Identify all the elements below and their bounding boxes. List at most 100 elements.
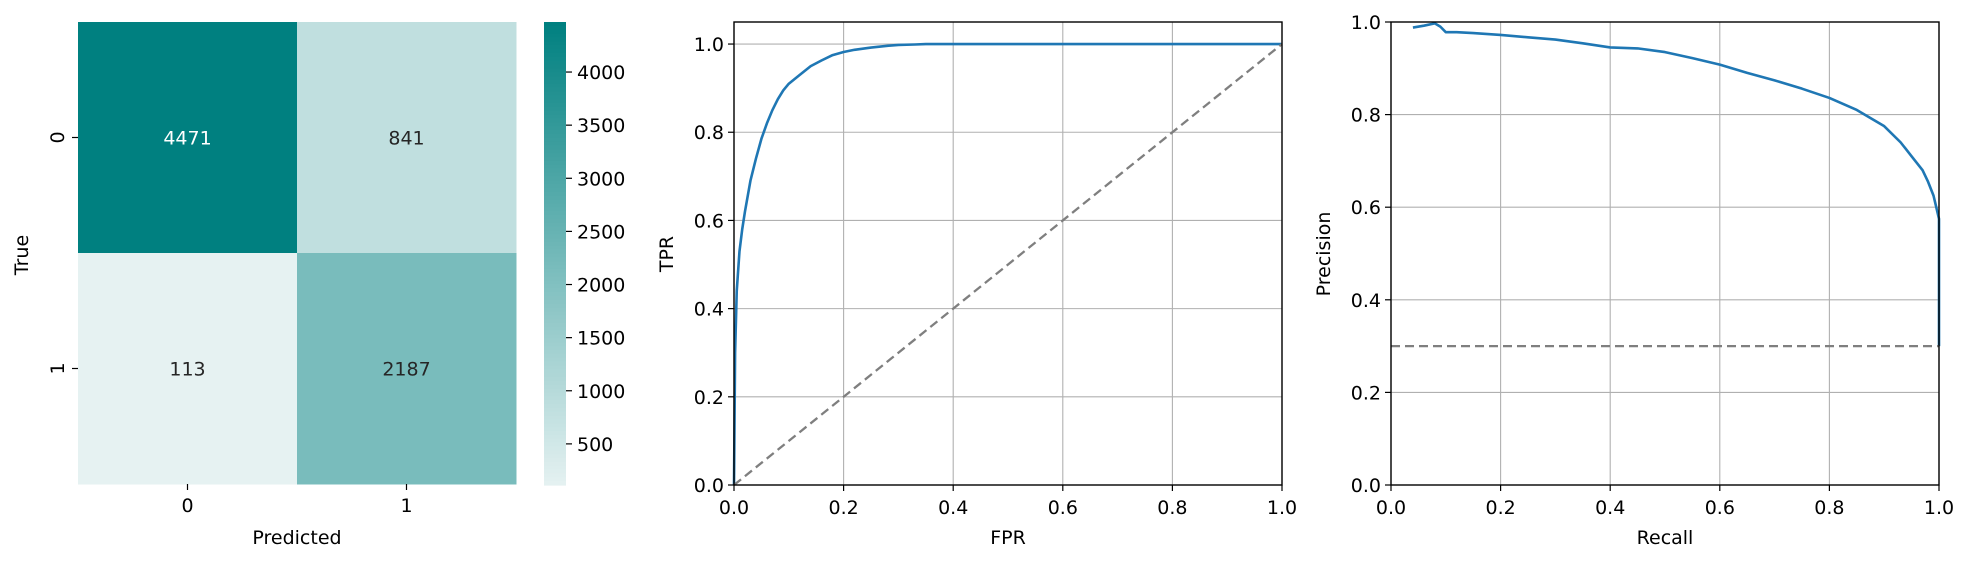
colorbar-segment	[544, 423, 566, 428]
pr-y-tick-label: 0.6	[1351, 197, 1381, 219]
heatmap-cell	[78, 253, 298, 485]
heatmap-cell-value: 113	[169, 359, 205, 381]
colorbar-segment	[544, 122, 566, 127]
colorbar-tick-label: 1000	[577, 381, 625, 403]
colorbar-segment	[544, 477, 566, 482]
colorbar-segment	[544, 72, 566, 77]
colorbar-segment	[544, 261, 566, 266]
colorbar-segment	[544, 334, 566, 339]
colorbar-tick-label: 500	[577, 434, 613, 456]
colorbar-tick-label: 3000	[577, 168, 625, 190]
colorbar-segment	[544, 330, 566, 336]
colorbar-segment	[544, 446, 566, 451]
colorbar-segment	[544, 230, 566, 235]
pr-x-tick-label: 0.2	[1485, 497, 1515, 519]
colorbar-segment	[544, 361, 566, 366]
pr-y-tick-label: 0.0	[1351, 475, 1381, 497]
colorbar-segment	[544, 388, 566, 393]
colorbar-segment	[544, 319, 566, 324]
colorbar-segment	[544, 145, 566, 150]
colorbar-segment	[544, 295, 566, 301]
colorbar-tick-label: 3500	[577, 115, 625, 137]
colorbar-segment	[544, 118, 566, 123]
roc-x-tick-label: 0.6	[1048, 497, 1078, 519]
colorbar-segment	[544, 191, 566, 197]
colorbar-segment	[544, 91, 566, 96]
colorbar-segment	[544, 322, 566, 328]
colorbar-segment	[544, 176, 566, 181]
colorbar-segment	[544, 303, 566, 309]
colorbar-segment	[544, 33, 566, 39]
colorbar-segment	[544, 268, 566, 274]
colorbar-segment	[544, 338, 566, 343]
colorbar-segment	[544, 164, 566, 170]
colorbar-segment	[544, 25, 566, 31]
colorbar-segment	[544, 211, 566, 216]
colorbar-segment	[544, 130, 566, 135]
colorbar-segment	[544, 384, 566, 390]
colorbar-segment	[544, 349, 566, 355]
colorbar-segment	[544, 56, 566, 62]
heatmap-x-tick-label: 0	[181, 495, 193, 517]
pr-curve-panel: 0.0 0.2 0.4 0.6 0.8 1.0 0.0 0.2 0.4 0.6 0.8 1.0 Rec…	[1313, 12, 1954, 549]
colorbar-segment	[544, 288, 566, 293]
colorbar-segment	[544, 369, 566, 374]
colorbar-segment	[544, 434, 566, 440]
pr-x-tick-label: 0.0	[1376, 497, 1406, 519]
colorbar-segment	[544, 64, 566, 69]
colorbar-segment	[544, 76, 566, 81]
colorbar-segment	[544, 276, 566, 282]
colorbar-segment	[544, 238, 566, 243]
colorbar-segment	[544, 292, 566, 297]
roc-x-tick-label: 0.0	[719, 497, 749, 519]
pr-x-tick-label: 0.6	[1705, 497, 1735, 519]
colorbar-segment	[544, 253, 566, 258]
colorbar-segment	[544, 465, 566, 471]
colorbar-segment	[544, 392, 566, 397]
colorbar-segment	[544, 365, 566, 370]
colorbar-segment	[544, 280, 566, 285]
colorbar-segment	[544, 184, 566, 189]
roc-y-tick-label: 0.2	[694, 387, 724, 409]
colorbar-segment	[544, 168, 566, 174]
roc-y-tick-label: 0.6	[694, 210, 724, 232]
pr-x-tick-label: 0.8	[1814, 497, 1844, 519]
colorbar-segment	[544, 311, 566, 316]
colorbar-segment	[544, 380, 566, 386]
colorbar-segment	[544, 103, 566, 108]
colorbar-segment	[544, 172, 566, 177]
colorbar-segment	[544, 160, 566, 166]
colorbar-segment	[544, 353, 566, 359]
colorbar-segment	[544, 315, 566, 320]
colorbar-segment	[544, 396, 566, 401]
roc-y-tick-label: 0.4	[694, 299, 724, 321]
colorbar-segment	[544, 461, 566, 467]
pr-y-tick-label: 0.4	[1351, 290, 1381, 312]
colorbar-segment	[544, 226, 566, 231]
colorbar-tick-label: 1500	[577, 328, 625, 350]
roc-x-tick-label: 0.2	[828, 497, 858, 519]
colorbar-segment	[544, 415, 566, 421]
roc-x-axis-label: FPR	[990, 527, 1026, 549]
colorbar-segment	[544, 214, 566, 220]
colorbar-segment	[544, 407, 566, 413]
heatmap-y-tick-label: 1	[47, 362, 69, 374]
heatmap-cell	[297, 253, 517, 485]
colorbar-segment	[544, 180, 566, 185]
colorbar-segment	[544, 411, 566, 417]
colorbar-segment	[544, 403, 566, 409]
colorbar-segment	[544, 141, 566, 147]
colorbar-segment	[544, 376, 566, 382]
colorbar-tick-label: 4000	[577, 62, 625, 84]
colorbar-segment	[544, 106, 566, 112]
colorbar-segment	[544, 357, 566, 363]
roc-x-tick-label: 0.4	[938, 497, 968, 519]
colorbar-segment	[544, 52, 566, 58]
colorbar-segment	[544, 450, 566, 455]
colorbar-segment	[544, 199, 566, 204]
colorbar-segment	[544, 110, 566, 116]
colorbar-segment	[544, 218, 566, 224]
colorbar-tick-label: 2000	[577, 275, 625, 297]
pr-y-tick-label: 0.2	[1351, 382, 1381, 404]
